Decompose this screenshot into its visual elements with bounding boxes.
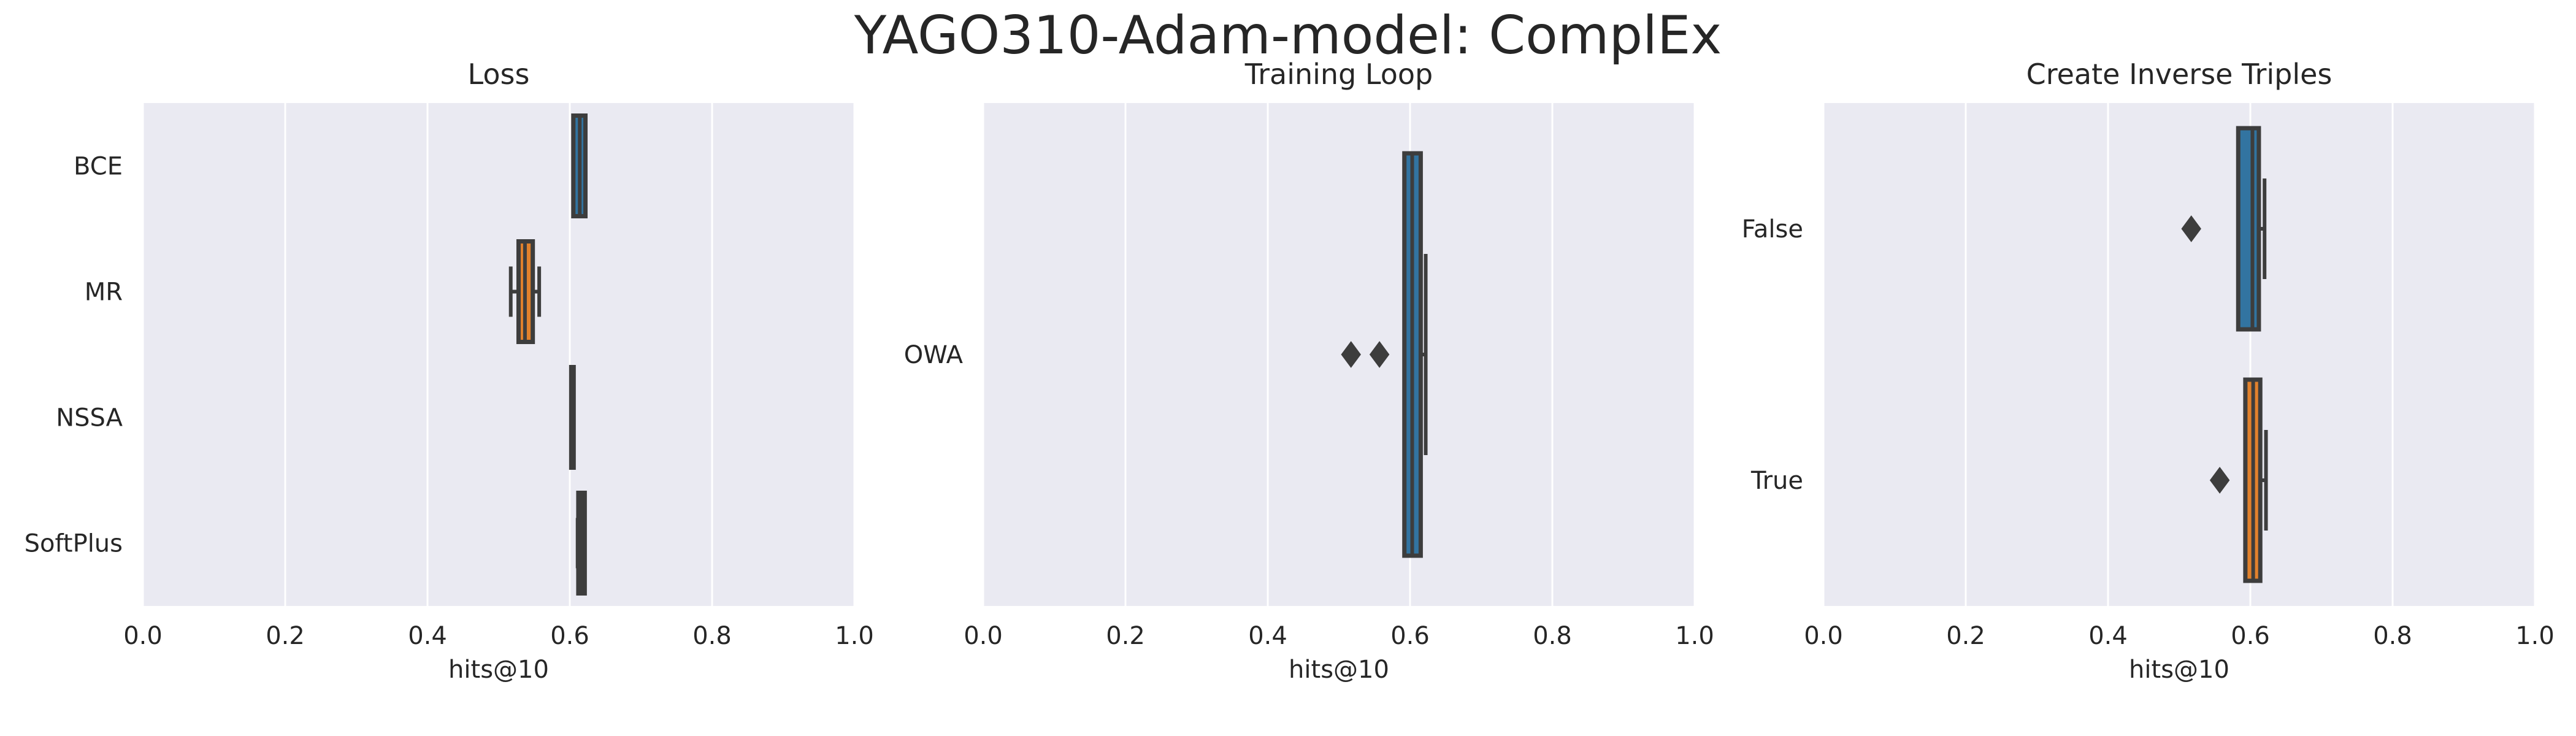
x-tick-label-loss-0: 0.0 bbox=[123, 622, 163, 650]
x-tick-label-training-loop-4: 0.8 bbox=[1533, 622, 1572, 650]
outlier-training-loop-owa-1 bbox=[1369, 341, 1390, 368]
x-tick-label-loss-3: 0.6 bbox=[550, 622, 589, 650]
y-tick-label-create-inverse-triples-false: False bbox=[1742, 215, 1803, 243]
y-tick-label-loss-mr: MR bbox=[85, 278, 123, 307]
x-tick-label-training-loop-0: 0.0 bbox=[964, 622, 1003, 650]
x-tick-label-training-loop-2: 0.4 bbox=[1248, 622, 1287, 650]
panel-title-loss: Loss bbox=[467, 58, 530, 91]
x-tick-label-loss-1: 0.2 bbox=[266, 622, 305, 650]
x-tick-label-loss-4: 0.8 bbox=[692, 622, 732, 650]
x-tick-label-create-inverse-triples-5: 1.0 bbox=[2515, 622, 2555, 650]
outlier-create-inverse-triples-true-0 bbox=[2209, 467, 2230, 494]
y-tick-label-training-loop-owa: OWA bbox=[904, 341, 964, 369]
figure-title: YAGO310-Adam-model: ComplEx bbox=[854, 5, 1722, 66]
plot-area-training-loop bbox=[983, 103, 1695, 606]
y-tick-label-loss-nssa: NSSA bbox=[56, 404, 123, 432]
x-tick-label-loss-2: 0.4 bbox=[408, 622, 447, 650]
x-tick-label-training-loop-3: 0.6 bbox=[1390, 622, 1430, 650]
x-tick-label-create-inverse-triples-4: 0.8 bbox=[2373, 622, 2412, 650]
x-tick-label-create-inverse-triples-0: 0.0 bbox=[1804, 622, 1843, 650]
x-tick-label-training-loop-1: 0.2 bbox=[1106, 622, 1145, 650]
outlier-training-loop-owa-0 bbox=[1341, 341, 1361, 368]
panel-title-create-inverse-triples: Create Inverse Triples bbox=[2026, 58, 2333, 91]
panel-title-training-loop: Training Loop bbox=[1244, 58, 1433, 91]
x-axis-label-training-loop: hits@10 bbox=[1289, 656, 1389, 684]
box-create-inverse-triples-false bbox=[2236, 126, 2261, 332]
x-axis-label-create-inverse-triples: hits@10 bbox=[2129, 656, 2229, 684]
y-tick-label-loss-softplus: SoftPlus bbox=[25, 530, 123, 558]
plot-area-loss bbox=[143, 103, 854, 606]
x-axis-label-loss: hits@10 bbox=[448, 656, 549, 684]
y-tick-label-create-inverse-triples-true: True bbox=[1750, 467, 1803, 495]
x-tick-label-create-inverse-triples-3: 0.6 bbox=[2231, 622, 2270, 650]
y-tick-label-loss-bce: BCE bbox=[74, 153, 123, 181]
x-tick-label-training-loop-5: 1.0 bbox=[1675, 622, 1714, 650]
outlier-create-inverse-triples-false-0 bbox=[2181, 215, 2201, 242]
plot-area-create-inverse-triples bbox=[1823, 103, 2535, 606]
x-tick-label-create-inverse-triples-1: 0.2 bbox=[1946, 622, 1985, 650]
x-tick-label-create-inverse-triples-2: 0.4 bbox=[2088, 622, 2128, 650]
x-tick-label-loss-5: 1.0 bbox=[835, 622, 874, 650]
